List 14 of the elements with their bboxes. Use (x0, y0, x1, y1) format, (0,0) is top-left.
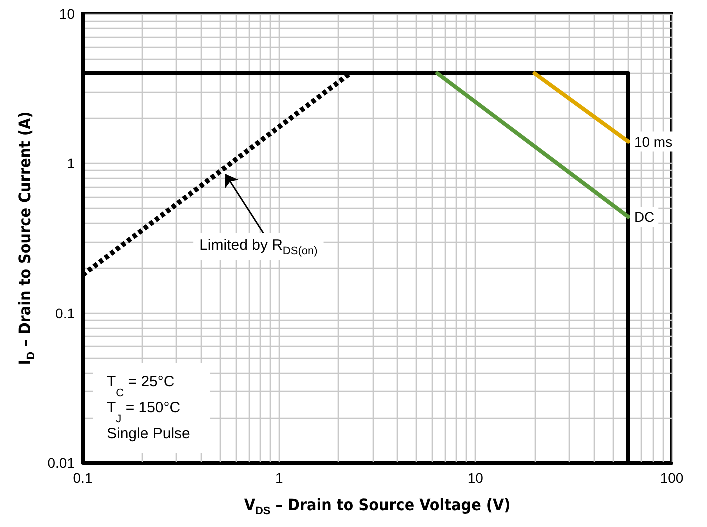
y-tick-label: 1 (67, 156, 76, 172)
y-tick-label: 10 (59, 6, 76, 22)
x-tick-label: 10 (468, 470, 484, 486)
annotation: TJ = 150°C (107, 400, 181, 426)
y-axis-title: ID – Drain to Source Current (A) (15, 112, 38, 366)
series-label: DC (634, 209, 655, 226)
annotation: TC = 25°C (107, 374, 175, 400)
x-tick-label: 1 (275, 470, 284, 486)
series-label: 10 ms (634, 134, 673, 150)
x-tick-label: 0.1 (73, 470, 93, 486)
x-tick-label: 100 (660, 470, 684, 486)
y-tick-label: 0.01 (48, 455, 76, 471)
annotation: Single Pulse (107, 426, 190, 442)
y-tick-label: 0.1 (56, 305, 76, 322)
